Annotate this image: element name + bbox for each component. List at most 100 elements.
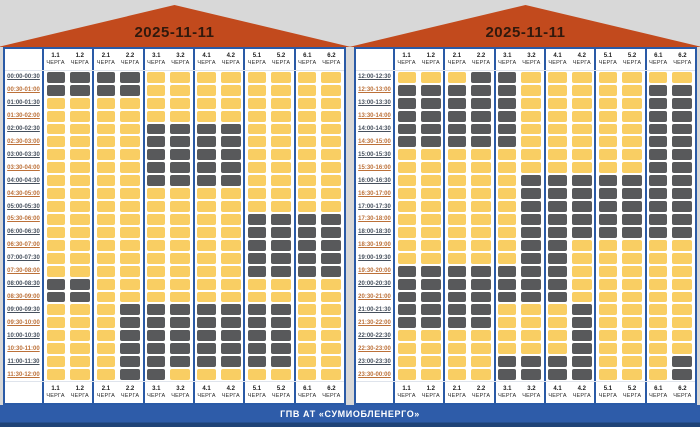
power-on-chip bbox=[321, 123, 342, 135]
time-slot-link[interactable]: 15:30-16:00 bbox=[358, 164, 391, 171]
power-on-chip bbox=[548, 149, 567, 161]
power-off-chip bbox=[270, 330, 292, 342]
time-slot-link[interactable]: 20:30-21:00 bbox=[358, 294, 391, 300]
schedule-cell bbox=[92, 238, 117, 252]
schedule-cell bbox=[670, 342, 695, 355]
time-slot-link[interactable]: 13:30-14:00 bbox=[358, 113, 391, 120]
time-slot-link[interactable]: 13:00-13:30 bbox=[358, 100, 391, 107]
time-slot-link[interactable]: 20:00-20:30 bbox=[358, 281, 391, 288]
schedule-cell bbox=[268, 161, 293, 174]
time-slot-link[interactable]: 08:00-08:30 bbox=[7, 281, 40, 288]
time-slot-link[interactable]: 14:30-15:00 bbox=[358, 138, 391, 145]
time-slot-link[interactable]: 07:30-08:00 bbox=[7, 268, 40, 275]
time-slot-link[interactable]: 18:00-18:30 bbox=[358, 229, 391, 236]
schedule-cell bbox=[117, 200, 142, 213]
time-slot-link[interactable]: 06:30-07:00 bbox=[7, 242, 40, 249]
queue-header: 4.2 ЧЕРГА bbox=[572, 52, 591, 66]
schedule-cell bbox=[319, 200, 344, 213]
time-slot-link[interactable]: 21:30-22:00 bbox=[358, 319, 391, 326]
time-slot-link[interactable]: 15:00-15:30 bbox=[358, 151, 391, 158]
time-slot-link[interactable]: 02:30-03:00 bbox=[7, 138, 40, 145]
power-on-chip bbox=[46, 110, 65, 122]
power-off-chip bbox=[470, 123, 492, 135]
power-off-chip bbox=[470, 317, 492, 329]
time-slot-link[interactable]: 19:00-19:30 bbox=[358, 255, 391, 262]
schedule-cell bbox=[543, 174, 569, 188]
time-slot-link[interactable]: 00:00-00:30 bbox=[7, 74, 40, 81]
time-slot-link[interactable]: 22:00-22:30 bbox=[358, 332, 391, 339]
time-slot-link[interactable]: 03:30-04:00 bbox=[7, 164, 40, 171]
time-slot-link[interactable]: 01:00-01:30 bbox=[7, 100, 40, 107]
power-off-chip bbox=[672, 369, 693, 380]
schedule-cell bbox=[619, 123, 644, 136]
power-off-chip bbox=[420, 123, 441, 135]
time-slot-link[interactable]: 12:30-13:00 bbox=[358, 87, 391, 94]
power-off-chip bbox=[220, 343, 241, 355]
time-slot-link[interactable]: 08:30-09:00 bbox=[7, 294, 40, 300]
time-slot-link[interactable]: 10:00-10:30 bbox=[7, 332, 40, 339]
time-slot-link[interactable]: 06:00-06:30 bbox=[7, 229, 40, 236]
time-slot-link[interactable]: 01:30-02:00 bbox=[7, 113, 40, 120]
schedule-cell bbox=[519, 161, 544, 174]
time-slot-link[interactable]: 14:00-14:30 bbox=[358, 126, 391, 133]
power-on-chip bbox=[197, 188, 216, 200]
time-slot-link[interactable]: 05:30-06:00 bbox=[7, 216, 40, 223]
power-off-chip bbox=[220, 330, 241, 342]
time-slot-link[interactable]: 17:30-18:00 bbox=[358, 216, 391, 223]
schedule-cell bbox=[293, 238, 319, 252]
time-slot-link[interactable]: 00:30-01:00 bbox=[7, 87, 40, 94]
power-on-chip bbox=[69, 136, 90, 148]
time-slot-link[interactable]: 03:00-03:30 bbox=[7, 151, 40, 158]
time-slot-link[interactable]: 16:30-17:00 bbox=[358, 190, 391, 197]
time-slot-link[interactable]: 22:30-23:00 bbox=[358, 345, 391, 352]
time-slot-link[interactable]: 11:30-12:00 bbox=[7, 371, 40, 378]
time-slot-link[interactable]: 04:00-04:30 bbox=[7, 177, 40, 184]
time-slot-link[interactable]: 10:30-11:00 bbox=[7, 345, 40, 352]
schedule-cell bbox=[418, 187, 443, 200]
time-slot-link[interactable]: 18:30-19:00 bbox=[358, 242, 391, 249]
schedule-cell bbox=[67, 110, 92, 123]
schedule-cell bbox=[142, 187, 168, 201]
schedule-cell bbox=[468, 368, 493, 381]
time-slot-link[interactable]: 11:00-11:30 bbox=[7, 358, 40, 365]
schedule-cell bbox=[319, 329, 344, 342]
time-slot-link[interactable]: 04:30-05:00 bbox=[7, 190, 40, 197]
time-slot-link[interactable]: 09:00-09:30 bbox=[7, 306, 40, 313]
time-slot-link[interactable]: 09:30-10:00 bbox=[7, 319, 40, 326]
time-slot-link[interactable]: 23:00-23:30 bbox=[358, 358, 391, 365]
schedule-cell bbox=[443, 316, 468, 330]
time-slot-link[interactable]: 12:00-12:30 bbox=[358, 74, 391, 81]
power-on-chip bbox=[470, 330, 492, 342]
queue-header: 4.2 ЧЕРГА bbox=[572, 385, 591, 399]
schedule-cell bbox=[319, 303, 344, 316]
schedule-cell bbox=[493, 251, 519, 265]
schedule-cell bbox=[67, 329, 92, 342]
power-on-chip bbox=[197, 252, 216, 264]
time-slot-link[interactable]: 19:30-20:00 bbox=[358, 268, 391, 275]
power-on-chip bbox=[470, 201, 492, 213]
schedule-cell bbox=[644, 329, 670, 343]
schedule-cell bbox=[168, 213, 193, 226]
time-slot-link[interactable]: 17:00-17:30 bbox=[358, 203, 391, 210]
power-off-chip bbox=[470, 110, 492, 122]
time-slot-link[interactable]: 21:00-21:30 bbox=[358, 306, 391, 313]
power-on-chip bbox=[270, 201, 292, 213]
power-off-chip bbox=[170, 304, 191, 316]
power-on-chip bbox=[69, 214, 90, 225]
schedule-cell bbox=[468, 278, 493, 291]
time-slot-link[interactable]: 02:00-02:30 bbox=[7, 126, 40, 133]
power-on-chip bbox=[571, 291, 592, 303]
time-slot-link[interactable]: 23:30-00:00 bbox=[358, 371, 391, 378]
time-slot-link[interactable]: 16:00-16:30 bbox=[358, 177, 391, 184]
time-slot-link[interactable]: 05:00-05:30 bbox=[7, 203, 40, 210]
power-on-chip bbox=[420, 214, 441, 225]
schedule-cell bbox=[142, 355, 168, 369]
time-slot-link[interactable]: 07:00-07:30 bbox=[7, 255, 40, 262]
power-on-chip bbox=[247, 175, 266, 187]
schedule-cell bbox=[594, 96, 619, 110]
power-on-chip bbox=[270, 369, 292, 380]
power-off-chip bbox=[521, 239, 542, 251]
schedule-cell bbox=[92, 122, 117, 136]
schedule-cell bbox=[468, 200, 493, 213]
power-off-chip bbox=[270, 317, 292, 329]
